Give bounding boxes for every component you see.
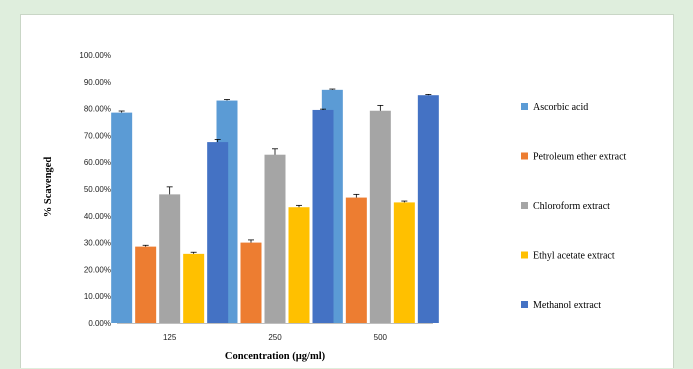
error-bar — [401, 200, 408, 203]
error-bar — [377, 104, 384, 111]
bars — [111, 89, 439, 324]
x-tick-label: 125 — [163, 333, 177, 342]
y-tick-label: 30.00% — [84, 239, 111, 248]
y-tick-label: 40.00% — [84, 212, 111, 221]
x-axis-title: Concentration (µg/ml) — [225, 351, 326, 362]
legend-swatch — [521, 301, 528, 308]
legend: Ascorbic acid Petroleum ether extract Chlo… — [521, 102, 627, 311]
y-tick-label: 80.00% — [84, 105, 111, 114]
legend-swatch — [521, 251, 528, 259]
error-bar — [190, 251, 197, 254]
legend-swatch — [521, 152, 528, 160]
x-tick-label: 250 — [268, 333, 282, 342]
bar-chart: 0.00% 10.00% 20.00% 30.00% 40.00% 50.00% 60.00… — [43, 51, 627, 362]
x-axis: 125 250 500 — [117, 323, 433, 342]
y-tick-label: 100.00% — [79, 51, 111, 60]
error-bar — [118, 110, 125, 113]
error-bar — [248, 239, 254, 243]
y-axis: 0.00% 10.00% 20.00% 30.00% 40.00% 50.00% 60.00… — [79, 51, 111, 328]
legend-label: Petroleum ether extract — [533, 152, 627, 163]
x-tick-label: 500 — [374, 333, 388, 342]
error-bar — [425, 93, 432, 96]
y-tick-label: 20.00% — [84, 265, 111, 274]
legend-label: Methanol extract — [533, 300, 601, 311]
error-bar — [272, 148, 278, 155]
bar — [240, 242, 262, 323]
y-tick-label: 90.00% — [84, 78, 111, 87]
error-bar — [224, 99, 230, 101]
bar — [135, 246, 157, 323]
y-tick-label: 60.00% — [84, 158, 111, 167]
bar — [207, 142, 229, 323]
error-bar — [329, 88, 336, 90]
legend-item: Chloroform extract — [521, 201, 610, 212]
legend-swatch — [521, 202, 528, 209]
bar — [393, 202, 415, 323]
bar — [264, 154, 286, 323]
y-tick-label: 70.00% — [84, 131, 111, 140]
legend-item: Ethyl acetate extract — [521, 251, 615, 262]
y-axis-title: % Scavenged — [43, 157, 54, 218]
error-bar — [353, 193, 360, 198]
legend-label: Ethyl acetate extract — [533, 251, 615, 262]
error-bar — [320, 108, 326, 110]
bar — [417, 95, 439, 323]
y-tick-label: 50.00% — [84, 185, 111, 194]
bar — [312, 109, 334, 323]
chart-panel: 0.00% 10.00% 20.00% 30.00% 40.00% 50.00% 60.00… — [20, 14, 674, 368]
bar — [183, 253, 205, 323]
error-bars — [118, 88, 432, 254]
bar — [345, 197, 367, 323]
bar — [369, 110, 391, 323]
legend-swatch — [521, 103, 528, 110]
legend-item: Ascorbic acid — [521, 102, 588, 113]
legend-item: Petroleum ether extract — [521, 152, 627, 163]
bar — [159, 194, 181, 323]
legend-item: Methanol extract — [521, 300, 601, 311]
bar — [111, 112, 133, 324]
bar — [288, 207, 310, 323]
legend-label: Chloroform extract — [533, 201, 610, 212]
y-tick-label: 10.00% — [84, 292, 111, 301]
error-bar — [166, 186, 173, 195]
y-tick-label: 0.00% — [88, 319, 111, 328]
error-bar — [142, 244, 149, 247]
legend-label: Ascorbic acid — [533, 102, 588, 113]
error-bar — [296, 204, 302, 208]
error-bar — [214, 139, 221, 143]
